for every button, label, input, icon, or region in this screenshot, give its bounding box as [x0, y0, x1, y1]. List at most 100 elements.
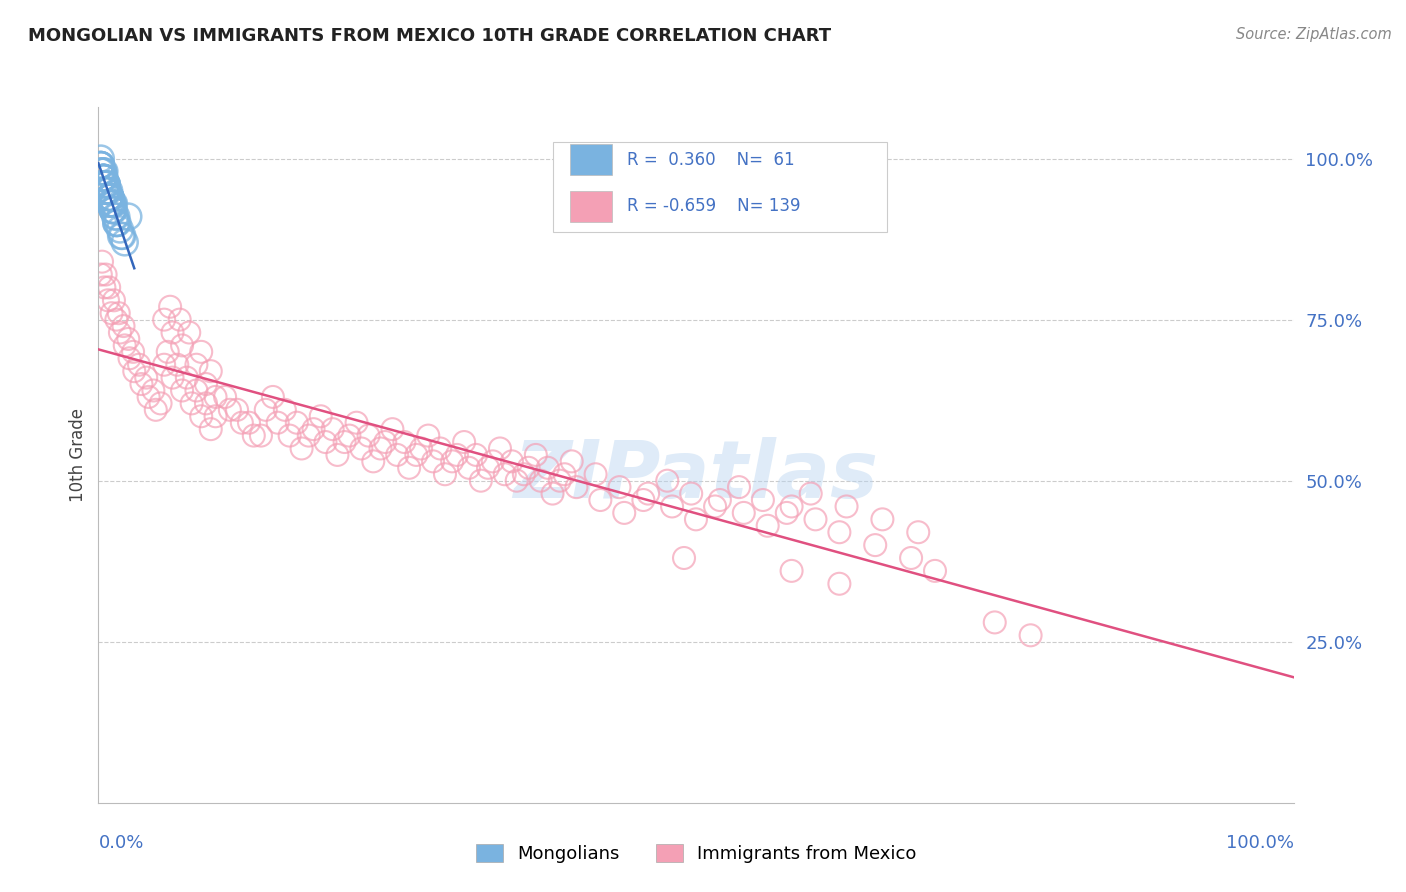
Point — [98, 190, 122, 204]
Point — [613, 506, 636, 520]
Point — [657, 474, 679, 488]
Point — [111, 228, 134, 243]
Point — [100, 196, 122, 211]
Point — [96, 178, 118, 192]
Point — [131, 377, 153, 392]
Point — [91, 178, 114, 192]
Point — [470, 474, 492, 488]
Point — [96, 184, 118, 198]
Point — [394, 435, 416, 450]
Point — [101, 203, 124, 218]
Point — [112, 319, 135, 334]
Point — [138, 390, 160, 404]
Point — [565, 480, 588, 494]
Text: R = -0.659    N= 139: R = -0.659 N= 139 — [627, 197, 800, 215]
Point — [350, 442, 373, 456]
Point — [458, 460, 481, 475]
Point — [291, 442, 314, 456]
Point — [172, 384, 194, 398]
Point — [101, 203, 124, 218]
Point — [453, 435, 475, 450]
Point — [145, 402, 167, 417]
Point — [728, 480, 751, 494]
Point — [96, 184, 118, 198]
Point — [267, 416, 290, 430]
Point — [398, 460, 420, 475]
Point — [254, 402, 277, 417]
Point — [780, 500, 803, 514]
Point — [91, 164, 114, 178]
Point — [835, 500, 858, 514]
Point — [91, 170, 114, 185]
Point — [98, 196, 121, 211]
Point — [804, 512, 827, 526]
Point — [231, 416, 253, 430]
Point — [90, 152, 112, 166]
Point — [104, 210, 127, 224]
Bar — [571, 144, 613, 175]
Point — [204, 390, 226, 404]
Point — [434, 467, 457, 482]
Point — [200, 364, 222, 378]
Point — [97, 184, 120, 198]
Point — [103, 203, 125, 218]
Point — [548, 474, 571, 488]
Point — [114, 235, 136, 250]
Point — [780, 564, 803, 578]
Point — [176, 370, 198, 384]
Point — [122, 344, 145, 359]
Point — [561, 454, 583, 468]
Point — [166, 358, 188, 372]
Point — [101, 196, 124, 211]
Point — [200, 422, 222, 436]
Point — [91, 170, 114, 185]
Point — [278, 428, 301, 442]
Point — [107, 216, 129, 230]
Point — [118, 351, 141, 366]
Point — [733, 506, 755, 520]
Point — [524, 448, 547, 462]
Point — [517, 460, 540, 475]
Point — [96, 184, 118, 198]
Point — [243, 428, 266, 442]
Text: 100.0%: 100.0% — [1226, 834, 1294, 852]
Point — [94, 184, 117, 198]
Point — [128, 358, 150, 372]
Point — [756, 518, 779, 533]
Point — [105, 216, 128, 230]
Point — [96, 184, 118, 198]
Point — [105, 210, 128, 224]
Point — [159, 300, 181, 314]
Point — [828, 576, 851, 591]
Point — [96, 178, 118, 192]
Point — [441, 454, 464, 468]
Point — [98, 196, 122, 211]
Point — [489, 442, 512, 456]
Point — [179, 326, 201, 340]
Point — [153, 358, 176, 372]
Point — [900, 551, 922, 566]
Point — [800, 486, 823, 500]
Text: Source: ZipAtlas.com: Source: ZipAtlas.com — [1236, 27, 1392, 42]
Point — [405, 448, 427, 462]
Point — [752, 493, 775, 508]
Point — [411, 442, 433, 456]
Point — [114, 338, 136, 352]
Point — [90, 268, 112, 282]
Point — [704, 500, 727, 514]
Point — [93, 164, 115, 178]
Point — [100, 306, 122, 320]
Point — [149, 396, 172, 410]
Point — [91, 164, 114, 178]
Point — [346, 416, 368, 430]
Point — [776, 506, 799, 520]
Point — [101, 196, 124, 211]
Point — [98, 190, 122, 204]
Text: ZIPatlas: ZIPatlas — [513, 437, 879, 515]
Point — [107, 306, 129, 320]
Point — [98, 280, 121, 294]
Point — [162, 370, 184, 384]
Point — [105, 216, 128, 230]
Point — [673, 551, 696, 566]
Point — [156, 344, 179, 359]
